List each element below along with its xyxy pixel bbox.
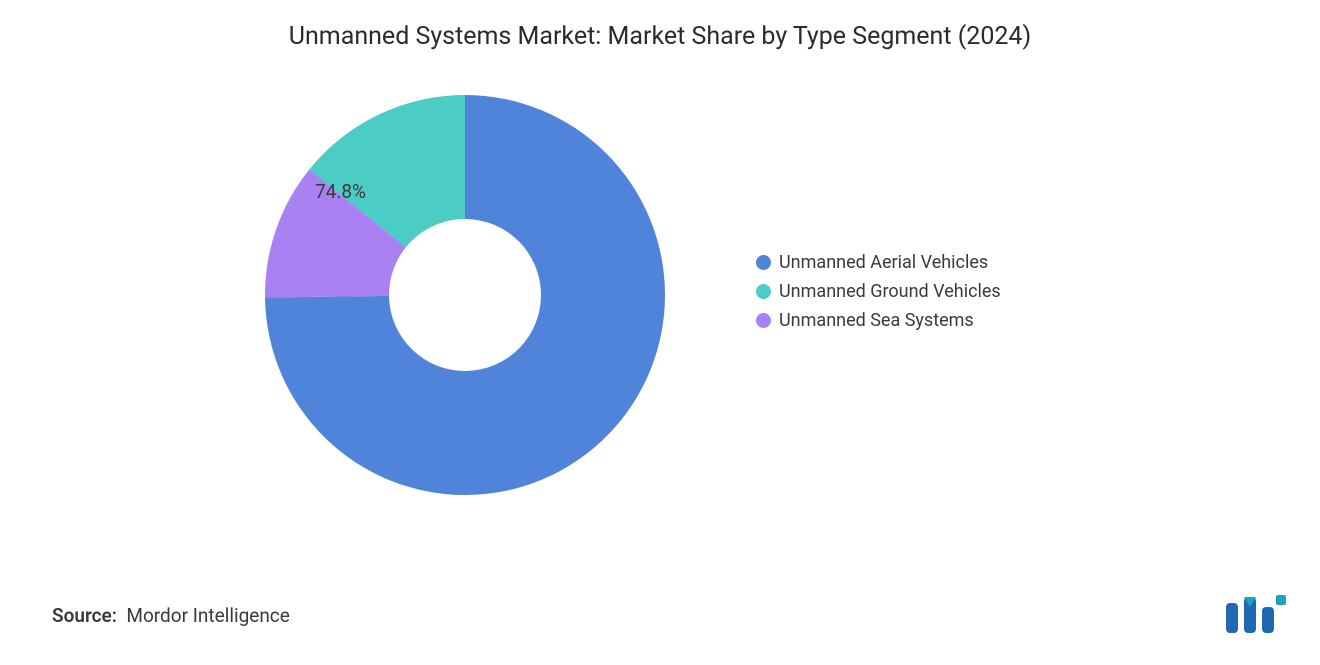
slice-value-label: 74.8%: [315, 180, 366, 203]
chart-title: Unmanned Systems Market: Market Share by…: [0, 22, 1320, 51]
legend-label: Unmanned Sea Systems: [779, 310, 974, 331]
source-text: Mordor Intelligence: [126, 604, 289, 627]
chart-legend: Unmanned Aerial Vehicles Unmanned Ground…: [756, 252, 1001, 331]
source-attribution: Source: Mordor Intelligence: [52, 604, 290, 627]
donut-svg: [255, 85, 675, 505]
legend-item: Unmanned Sea Systems: [756, 310, 1001, 331]
legend-label: Unmanned Aerial Vehicles: [779, 252, 988, 273]
legend-dot-icon: [756, 284, 771, 299]
legend-dot-icon: [756, 313, 771, 328]
brand-logo-icon: [1224, 595, 1286, 637]
legend-item: Unmanned Aerial Vehicles: [756, 252, 1001, 273]
legend-dot-icon: [756, 255, 771, 270]
source-prefix: Source:: [52, 604, 117, 627]
legend-label: Unmanned Ground Vehicles: [779, 281, 1001, 302]
legend-item: Unmanned Ground Vehicles: [756, 281, 1001, 302]
donut-chart: 74.8%: [255, 85, 675, 505]
